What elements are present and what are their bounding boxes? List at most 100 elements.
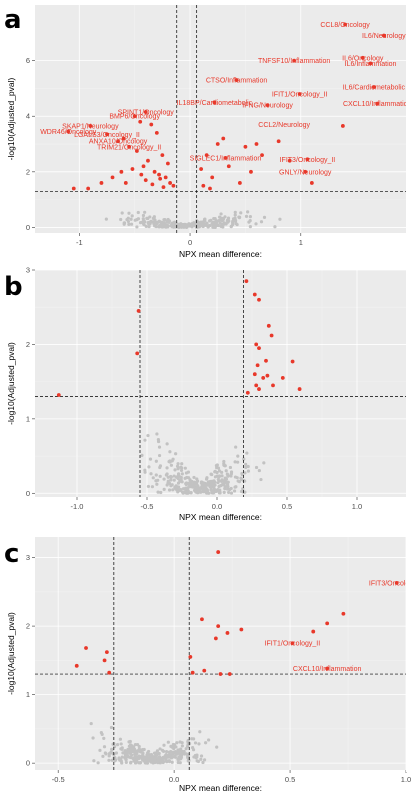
significant-point: [88, 124, 93, 128]
nonsignificant-point: [132, 747, 137, 751]
nonsignificant-point: [153, 758, 157, 763]
nonsignificant-point: [186, 758, 191, 762]
y-tick-label: 2: [26, 622, 30, 631]
significant-point: [265, 103, 270, 107]
nonsignificant-point: [133, 752, 137, 756]
x-axis-title: NPX mean difference:: [179, 512, 262, 522]
nonsignificant-point: [129, 761, 133, 765]
nonsignificant-point: [183, 490, 187, 494]
y-axis-title: -log10(Adjusted_pval): [6, 612, 16, 695]
nonsignificant-point: [92, 759, 96, 763]
significant-point: [136, 309, 141, 313]
nonsignificant-point: [120, 211, 124, 215]
significant-point: [157, 172, 161, 177]
nonsignificant-point: [208, 224, 212, 228]
point-annotation: CXCL10/Inflammation: [293, 666, 362, 673]
nonsignificant-point: [179, 222, 183, 226]
x-tick-label: 0.5: [282, 502, 292, 511]
nonsignificant-point: [127, 222, 131, 227]
nonsignificant-point: [136, 217, 141, 221]
nonsignificant-point: [89, 721, 93, 726]
significant-point: [132, 114, 137, 119]
nonsignificant-point: [169, 756, 174, 760]
point-annotation: IFNG/Neurology: [242, 103, 293, 110]
point-annotation: IL18BP/Cardiometabolic: [177, 100, 253, 107]
significant-point: [74, 663, 79, 668]
nonsignificant-point: [233, 213, 237, 217]
significant-point: [252, 372, 257, 377]
nonsignificant-point: [134, 760, 138, 764]
y-tick-label: 1: [26, 414, 30, 423]
significant-point: [150, 182, 155, 187]
nonsignificant-point: [237, 216, 242, 220]
nonsignificant-point: [221, 217, 225, 221]
nonsignificant-point: [186, 481, 190, 486]
nonsignificant-point: [233, 460, 237, 464]
point-annotation: IFIT1/Oncology_II: [265, 641, 321, 648]
nonsignificant-point: [184, 471, 189, 475]
nonsignificant-point: [180, 752, 184, 757]
significant-point: [139, 172, 144, 177]
significant-point: [297, 387, 302, 391]
nonsignificant-point: [228, 465, 233, 470]
nonsignificant-point: [135, 225, 139, 229]
nonsignificant-point: [241, 487, 245, 491]
nonsignificant-point: [243, 490, 247, 494]
significant-point: [84, 646, 88, 650]
nonsignificant-point: [143, 220, 147, 224]
nonsignificant-point: [180, 472, 184, 476]
panel-b: -1.0 -0.5 0.0 0.5 1.0 0 1 2 3 NPX mean difference…: [4, 266, 414, 522]
significant-point: [257, 387, 261, 391]
nonsignificant-point: [155, 749, 160, 753]
nonsignificant-point: [262, 461, 266, 465]
nonsignificant-point: [225, 218, 229, 222]
significant-point: [368, 61, 373, 66]
x-tick-label: -0.5: [52, 775, 65, 784]
nonsignificant-point: [229, 474, 233, 478]
significant-point: [204, 153, 209, 158]
nonsignificant-point: [223, 487, 227, 491]
nonsignificant-point: [184, 752, 188, 756]
nonsignificant-point: [126, 219, 130, 224]
nonsignificant-point: [129, 222, 134, 226]
nonsignificant-point: [254, 222, 258, 226]
nonsignificant-point: [137, 754, 141, 758]
nonsignificant-point: [220, 474, 224, 478]
nonsignificant-point: [124, 760, 128, 765]
nonsignificant-point: [145, 753, 149, 757]
nonsignificant-point: [173, 755, 178, 759]
significant-point: [280, 376, 285, 380]
significant-point: [218, 672, 223, 676]
nonsignificant-point: [187, 491, 191, 495]
point-annotation: WDR46/Oncology: [40, 129, 97, 136]
nonsignificant-point: [154, 473, 158, 477]
y-tick-label: 0: [26, 759, 30, 768]
nonsignificant-point: [170, 459, 174, 463]
point-annotation: IFIT3/Oncology_II: [369, 580, 414, 587]
nonsignificant-point: [173, 485, 177, 489]
significant-point: [199, 167, 204, 171]
nonsignificant-point: [197, 742, 201, 746]
nonsignificant-point: [216, 224, 220, 228]
nonsignificant-point: [158, 747, 162, 751]
nonsignificant-point: [130, 753, 134, 757]
nonsignificant-point: [212, 216, 216, 221]
plot-background: [35, 5, 406, 233]
nonsignificant-point: [239, 489, 244, 494]
point-annotation: BMP6/Oncology: [109, 114, 160, 121]
y-axis-title: -log10(Adjusted_pval): [6, 77, 16, 160]
significant-point: [309, 181, 314, 185]
significant-point: [143, 178, 148, 183]
nonsignificant-point: [156, 220, 160, 224]
nonsignificant-point: [162, 487, 166, 492]
nonsignificant-point: [236, 479, 240, 483]
nonsignificant-point: [273, 225, 277, 229]
nonsignificant-point: [91, 736, 95, 740]
nonsignificant-point: [151, 216, 155, 220]
plot-right-margin: [406, 268, 414, 499]
nonsignificant-point: [157, 751, 161, 756]
significant-point: [213, 636, 218, 641]
nonsignificant-point: [184, 747, 188, 751]
nonsignificant-point: [162, 477, 166, 481]
